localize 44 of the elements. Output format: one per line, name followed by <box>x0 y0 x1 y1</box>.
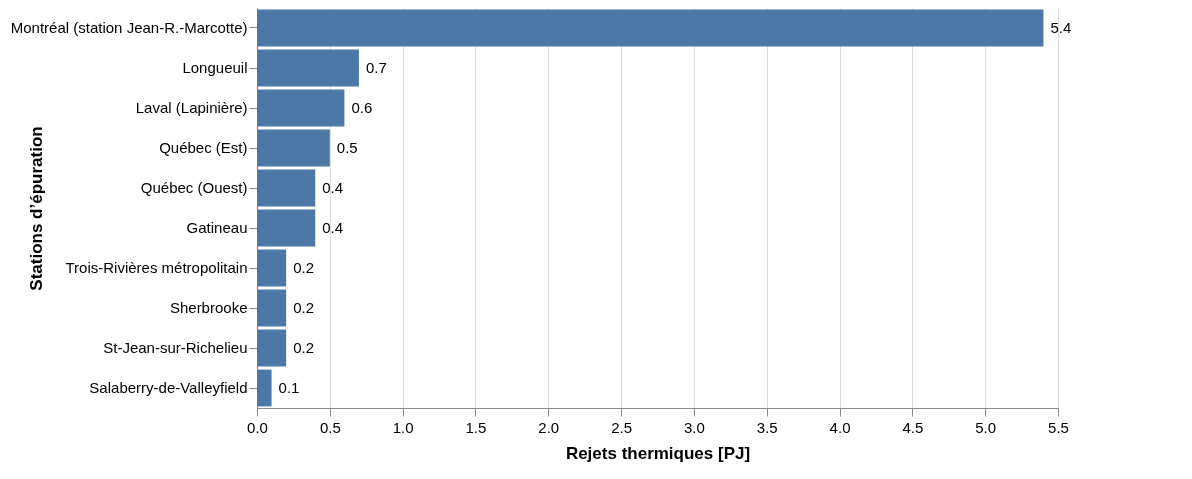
x-tick-label: 5.5 <box>1048 418 1069 436</box>
y-axis-title: Stations d’épuration <box>26 126 46 291</box>
y-tick-label: Québec (Est) <box>159 139 248 156</box>
data-label: 0.6 <box>351 99 373 116</box>
bar <box>257 89 345 127</box>
y-tick-label: Sherbrooke <box>169 299 248 316</box>
data-label: 0.2 <box>293 259 314 276</box>
data-label: 0.2 <box>293 339 314 356</box>
x-tick-label: 5.0 <box>975 418 997 436</box>
y-tick-label: Trois-Rivières métropolitain <box>65 259 248 276</box>
y-tick-label: St-Jean-sur-Richelieu <box>103 339 248 356</box>
x-tick-label: 3.0 <box>683 418 705 436</box>
bar <box>257 169 316 207</box>
y-tick-label: Laval (Lapinière) <box>135 99 248 116</box>
x-tick-label: 3.5 <box>756 418 778 436</box>
x-tick-label: 1.5 <box>465 418 487 436</box>
data-label: 0.1 <box>278 379 300 396</box>
x-tick-label: 1.0 <box>392 418 414 436</box>
data-label: 0.5 <box>336 139 358 156</box>
y-tick-label: Longueuil <box>182 59 248 76</box>
y-tick-label: Gatineau <box>186 219 248 236</box>
data-label: 0.2 <box>293 299 314 316</box>
x-tick-label: 4.5 <box>902 418 924 436</box>
data-label: 0.7 <box>365 59 387 76</box>
y-tick-label: Québec (Ouest) <box>140 179 248 196</box>
data-label: 5.4 <box>1050 19 1072 36</box>
x-axis-title: Rejets thermiques [PJ] <box>565 443 751 463</box>
bar <box>257 49 359 87</box>
data-label: 0.4 <box>322 219 344 236</box>
bar <box>257 209 316 247</box>
y-tick-label: Montréal (station Jean-R.-Marcotte) <box>10 19 248 36</box>
x-tick-label: 0.0 <box>247 418 268 436</box>
bar <box>257 249 287 287</box>
x-tick-label: 2.0 <box>538 418 560 436</box>
bar <box>257 369 272 407</box>
data-label: 0.4 <box>322 179 344 196</box>
bar <box>257 129 330 167</box>
x-tick-label: 4.0 <box>829 418 851 436</box>
bar <box>257 9 1044 47</box>
bar <box>257 289 287 327</box>
x-tick-label: 2.5 <box>611 418 633 436</box>
bar <box>257 329 287 367</box>
y-tick-label: Salaberry-de-Valleyfield <box>89 379 248 396</box>
x-tick-label: 0.5 <box>319 418 341 436</box>
